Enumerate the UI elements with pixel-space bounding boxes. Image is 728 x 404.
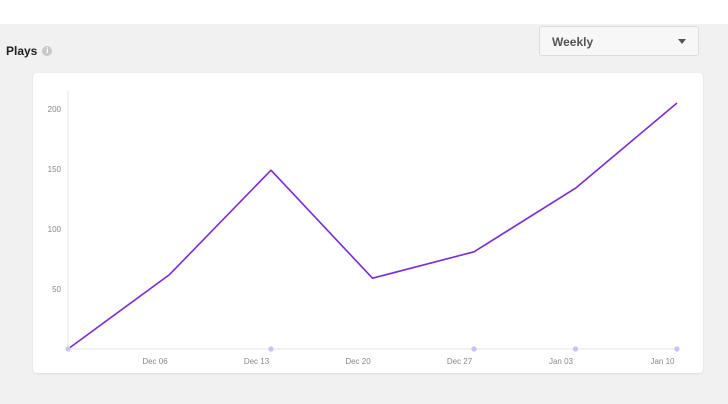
axis-marker bbox=[674, 346, 680, 352]
x-axis-markers bbox=[65, 346, 680, 352]
x-tick-labels: Dec 06 Dec 13 Dec 20 Dec 27 Jan 03 Jan 10 bbox=[142, 357, 675, 366]
series-layer bbox=[67, 97, 683, 350]
period-dropdown[interactable]: Weekly bbox=[539, 26, 699, 56]
y-tick-labels: 50 100 150 200 bbox=[48, 105, 62, 294]
data-point[interactable] bbox=[367, 272, 379, 284]
data-point[interactable] bbox=[671, 97, 683, 109]
info-icon[interactable]: i bbox=[42, 46, 53, 56]
chart-card bbox=[33, 73, 703, 373]
chart-title: Plays bbox=[6, 44, 38, 58]
y-tick-label: 150 bbox=[48, 165, 62, 174]
x-tick-label: Dec 13 bbox=[244, 357, 270, 366]
x-tick-label: Dec 27 bbox=[447, 357, 473, 366]
chart-axes bbox=[67, 91, 677, 350]
data-point[interactable] bbox=[570, 182, 582, 194]
data-point[interactable] bbox=[265, 164, 277, 176]
x-tick-label: Dec 06 bbox=[142, 357, 168, 366]
axis-marker bbox=[65, 346, 71, 352]
y-tick-label: 100 bbox=[48, 225, 62, 234]
top-stripe bbox=[0, 0, 728, 24]
axis-marker bbox=[268, 346, 274, 352]
chart-header: Plays i bbox=[6, 44, 53, 58]
data-point[interactable] bbox=[164, 269, 176, 281]
x-tick-label: Jan 03 bbox=[549, 357, 574, 366]
x-tick-label: Jan 10 bbox=[650, 357, 675, 366]
y-tick-label: 200 bbox=[48, 105, 62, 114]
axis-marker bbox=[471, 346, 477, 352]
axis-marker bbox=[572, 346, 579, 352]
y-tick-label: 50 bbox=[52, 285, 61, 294]
chevron-down-icon bbox=[678, 39, 686, 44]
data-point[interactable] bbox=[468, 246, 480, 258]
x-tick-label: Dec 20 bbox=[345, 357, 371, 366]
series-line bbox=[67, 102, 678, 350]
period-dropdown-value: Weekly bbox=[552, 35, 594, 49]
